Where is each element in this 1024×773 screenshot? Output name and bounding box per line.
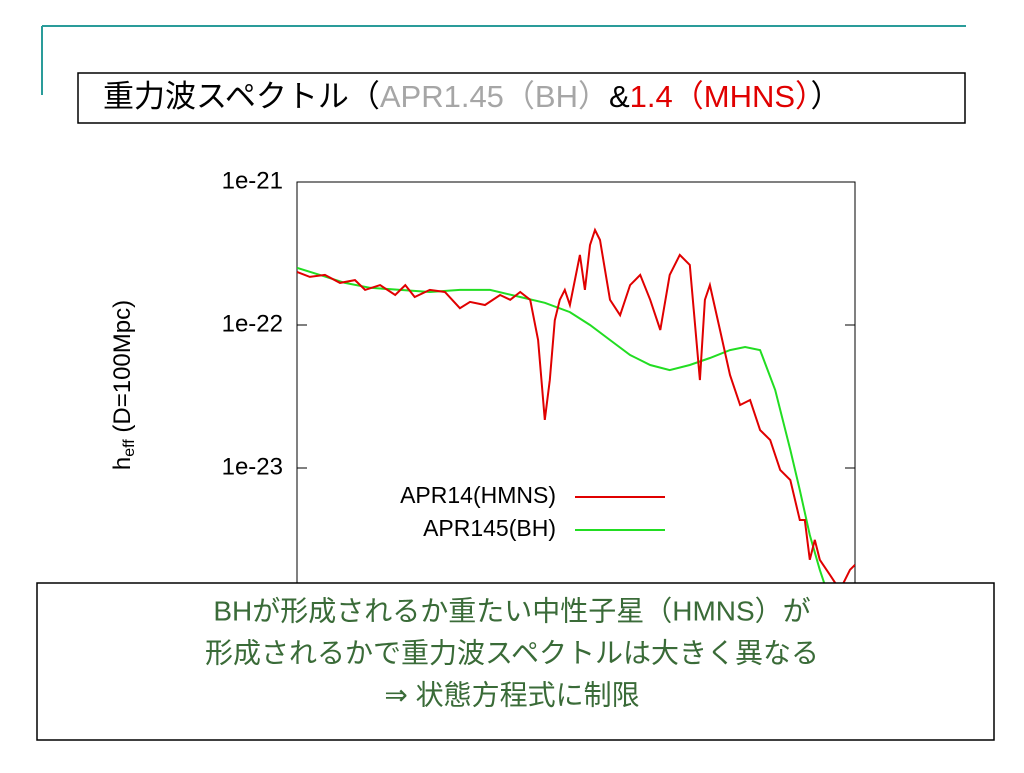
legend-label: APR145(BH) [423,515,556,541]
title-part: 1.4（MHNS） [630,79,811,114]
y-label-sub: eff [121,439,138,457]
title-part: & [609,79,630,114]
note-line: BHが形成されるか重たい中性子星（HMNS）が [213,595,810,626]
note-line: ⇒ 状態方程式に制限 [384,679,639,710]
y-tick-label: 1e-22 [222,310,283,337]
title-part: ） [811,79,842,114]
title-box [77,72,966,124]
y-axis-label: heff (D=100Mpc) [109,300,138,470]
slide-title: 重力波スペクトル（APR1.45（BH）&1.4（MHNS）） [103,79,842,114]
chart: 1e-21 1e-22 1e-23 heff (D=100Mpc) APR14(HMNS… [109,167,856,612]
note-box [36,582,995,741]
series-line [297,266,831,601]
note-line: 形成されるかで重力波スペクトルは大きく異なる [205,637,819,668]
y-tick-label: 1e-23 [222,453,283,480]
title-part: 重力波スペクトル（ [103,79,380,114]
legend-label: APR14(HMNS) [400,482,556,508]
note: BHが形成されるか重たい中性子星（HMNS）が形成されるかで重力波スペクトルは大… [205,595,819,710]
plot-frame [296,181,856,612]
y-tick-label: 1e-21 [222,167,283,194]
series-line [297,227,855,593]
y-label-rest: (D=100Mpc) [109,300,136,439]
y-label-main: h [109,457,136,470]
title-part: APR1.45（BH） [380,79,609,114]
